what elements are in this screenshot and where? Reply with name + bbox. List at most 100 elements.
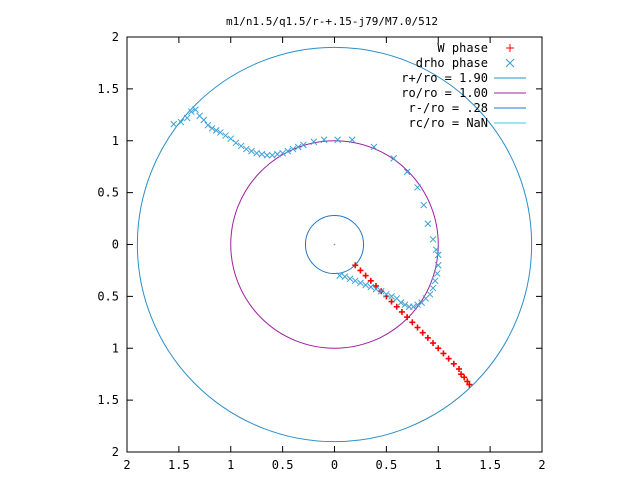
data-point xyxy=(248,147,255,155)
data-point xyxy=(232,139,240,147)
legend-label: W phase xyxy=(437,41,488,55)
data-point xyxy=(268,151,276,159)
data-point xyxy=(310,138,318,146)
data-point xyxy=(367,283,375,291)
data-point xyxy=(222,132,229,139)
data-point xyxy=(192,106,199,113)
data-point xyxy=(227,135,235,143)
data-point xyxy=(398,308,405,315)
data-point xyxy=(461,374,468,381)
y-tick-label: 1.5 xyxy=(97,82,119,96)
data-point xyxy=(284,147,292,155)
data-point xyxy=(414,184,421,191)
legend-marker-x xyxy=(505,58,515,68)
plot-area: 2 1.5 1 0.5 0 0.5 1 1.5 221.510.500.511.52 xyxy=(97,30,545,472)
radius-circle xyxy=(136,46,533,443)
data-point xyxy=(217,129,224,136)
data-point xyxy=(357,267,364,274)
y-tick-label: 2 xyxy=(112,445,119,459)
data-point xyxy=(352,262,359,269)
data-point xyxy=(183,114,191,122)
data-point xyxy=(435,345,442,352)
data-point xyxy=(464,378,471,385)
legend-label: rc/ro = NaN xyxy=(409,116,488,130)
data-point xyxy=(445,355,452,362)
data-point xyxy=(419,329,426,336)
data-point xyxy=(456,366,462,372)
data-point xyxy=(430,340,437,347)
data-point xyxy=(300,141,307,149)
data-point xyxy=(367,277,374,284)
y-tick-label: 2 xyxy=(112,30,119,44)
data-point xyxy=(433,270,441,277)
data-point xyxy=(383,290,390,298)
data-point xyxy=(434,251,442,259)
data-point xyxy=(393,303,400,310)
data-point xyxy=(357,279,364,287)
data-point xyxy=(409,319,416,326)
data-point xyxy=(289,145,297,153)
data-point xyxy=(274,150,281,158)
data-point xyxy=(418,299,426,306)
data-point xyxy=(414,301,421,309)
data-point xyxy=(388,293,395,300)
data-point xyxy=(208,124,216,132)
data-point xyxy=(429,235,437,243)
data-point xyxy=(334,136,341,144)
data-point xyxy=(431,277,439,285)
data-point xyxy=(346,275,354,283)
data-point xyxy=(401,301,409,309)
x-tick-label: 0 xyxy=(331,458,338,472)
x-tick-label: 1 xyxy=(435,458,442,472)
data-point xyxy=(242,145,250,153)
data-point xyxy=(212,127,220,134)
x-tick-label: 0.5 xyxy=(272,458,294,472)
data-point xyxy=(403,168,411,176)
legend-label: r+/ro = 1.90 xyxy=(401,71,488,85)
legend-label: r-/ro = .28 xyxy=(409,101,488,115)
legend-label: drho phase xyxy=(416,56,488,70)
data-point xyxy=(405,303,413,311)
y-tick-label: 0.5 xyxy=(97,289,119,303)
x-tick-label: 0.5 xyxy=(376,458,398,472)
radius-circles xyxy=(136,46,533,443)
data-point xyxy=(336,272,344,279)
x-tick-label: 1.5 xyxy=(168,458,190,472)
axes: 2 1.5 1 0.5 0 0.5 1 1.5 221.510.500.511.52 xyxy=(97,30,545,472)
y-tick-label: 1 xyxy=(112,341,119,355)
data-point xyxy=(432,246,440,254)
data-point xyxy=(253,149,261,157)
x-tick-label: 2 xyxy=(538,458,545,472)
chart-title: m1/n1.5/q1.5/r-+.15-j79/M7.0/512 xyxy=(226,15,438,28)
data-point xyxy=(450,360,457,367)
data-point xyxy=(434,261,442,269)
data-point xyxy=(458,371,465,378)
data-point xyxy=(351,277,359,285)
series-drho-phase xyxy=(170,106,442,311)
data-point xyxy=(200,116,208,124)
data-point xyxy=(320,136,328,144)
data-point xyxy=(393,295,401,302)
data-point xyxy=(377,287,385,295)
y-tick-label: 1 xyxy=(112,134,119,148)
data-point xyxy=(187,108,195,116)
data-point xyxy=(258,150,266,158)
series-w-phase xyxy=(352,262,473,388)
data-point xyxy=(424,220,432,228)
data-point xyxy=(466,381,473,388)
data-point xyxy=(204,121,212,129)
data-point xyxy=(424,334,431,341)
data-point xyxy=(373,283,379,289)
data-point xyxy=(170,120,178,128)
radius-circle xyxy=(230,140,439,349)
data-point xyxy=(390,155,397,162)
y-tick-label: 0 xyxy=(112,238,119,252)
x-tick-label: 2 xyxy=(123,458,130,472)
data-point xyxy=(177,118,185,126)
data-point xyxy=(370,143,378,151)
data-point xyxy=(414,324,421,331)
data-point xyxy=(404,314,411,321)
data-point xyxy=(372,285,380,293)
